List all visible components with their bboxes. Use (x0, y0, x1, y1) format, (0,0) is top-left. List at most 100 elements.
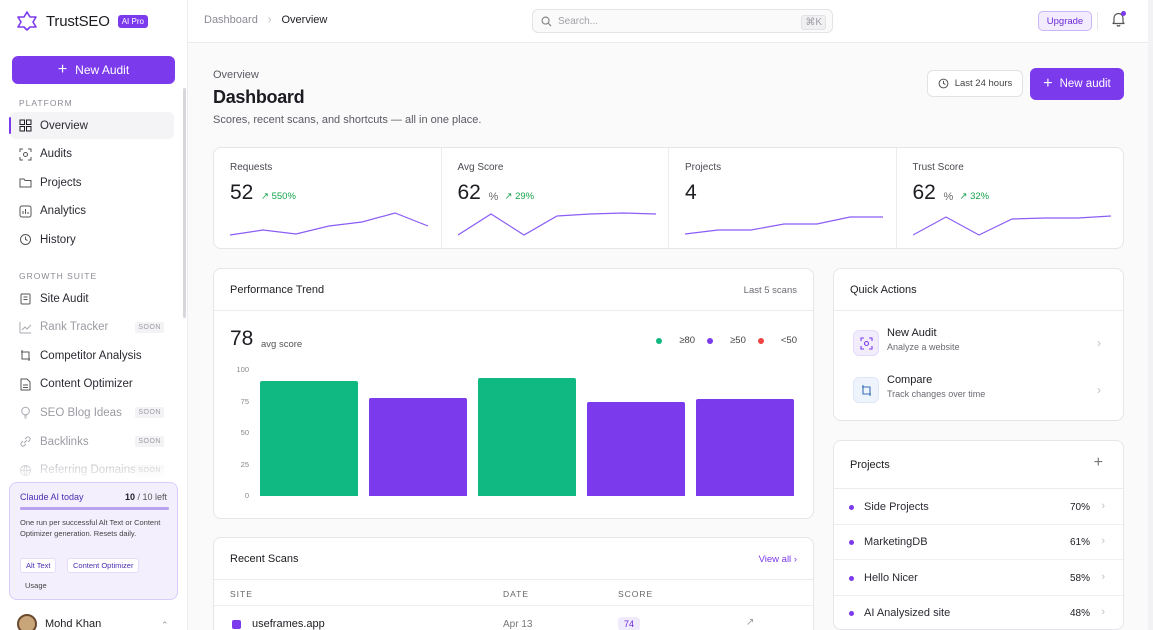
sparkline (685, 216, 883, 235)
y-tick-label: 0 (244, 491, 249, 500)
time-range-button[interactable]: Last 24 hours (927, 70, 1023, 97)
stat-value: 62 (457, 181, 481, 204)
chevron-up-down-icon: ⌃ (161, 620, 169, 630)
col-score[interactable]: SCORE (618, 589, 654, 599)
page-subtitle: Scores, recent scans, and shortcuts — al… (213, 114, 482, 126)
logo-icon (17, 11, 37, 31)
external-link-icon[interactable]: ↗ (746, 617, 755, 628)
stat-label: Projects (685, 162, 722, 173)
chart-bar[interactable] (586, 401, 685, 496)
stat-value: 52 (230, 181, 254, 204)
sparkline (230, 212, 428, 236)
legend-item: <50 (757, 335, 797, 346)
new-audit-main-button[interactable]: + New audit (1030, 68, 1124, 100)
quick-actions-title: Quick Actions (850, 284, 917, 296)
quick-action-new-audit[interactable]: New Audit Analyze a website › (834, 320, 1123, 366)
quick-action-sub: Analyze a website (887, 342, 960, 352)
chart-bar[interactable] (695, 398, 794, 496)
time-range-label: Last 24 hours (954, 78, 1013, 89)
project-row[interactable]: Side Projects 70% › (834, 490, 1123, 525)
sidebar-scrollbar[interactable] (183, 88, 186, 318)
row-site[interactable]: useframes.app (252, 618, 325, 630)
upgrade-button[interactable]: Upgrade (1038, 11, 1092, 31)
sidebar-item-site-audit[interactable]: Site Audit (10, 285, 174, 312)
sidebar-item-rank-tracker[interactable]: Rank Tracker SOON (10, 314, 174, 341)
chip-content-optimizer[interactable]: Content Optimizer (67, 558, 140, 573)
sidebar-item-label: Audits (40, 148, 72, 161)
sidebar-item-label: SEO Blog Ideas (40, 406, 122, 419)
stat-projects: Projects 4 (669, 148, 897, 248)
sidebar-fade (0, 452, 186, 482)
col-site[interactable]: SITE (230, 589, 253, 599)
claude-usage-title: Claude AI today (20, 492, 84, 502)
soon-badge: SOON (135, 407, 164, 419)
sidebar-item-history[interactable]: History (10, 226, 174, 253)
new-audit-button[interactable]: + New Audit (12, 56, 175, 84)
y-tick-label: 100 (236, 365, 249, 374)
card-header: Performance Trend Last 5 scans (214, 269, 813, 311)
site-favicon (232, 620, 241, 629)
chevron-right-icon: › (267, 14, 272, 26)
chart-bar[interactable] (478, 377, 576, 496)
chart-bar[interactable] (260, 381, 359, 496)
quick-action-compare[interactable]: Compare Track changes over time › (834, 367, 1123, 413)
project-row[interactable]: MarketingDB 61% › (834, 525, 1123, 561)
project-row[interactable]: AI Analysized site 48% › (834, 596, 1123, 630)
table-row[interactable]: useframes.app Apr 13 74 ↗ (214, 605, 813, 630)
trend-icon (19, 321, 32, 334)
chart-bar[interactable] (369, 397, 468, 496)
chevron-right-icon: › (1101, 500, 1105, 512)
sidebar-item-backlinks[interactable]: Backlinks SOON (10, 428, 174, 455)
sidebar-item-competitor-analysis[interactable]: Competitor Analysis (10, 342, 174, 369)
project-row[interactable]: Hello Nicer 58% › (834, 561, 1123, 596)
new-audit-main-label: New audit (1059, 78, 1111, 90)
search-shortcut: ⌘K (801, 15, 826, 30)
usage-link[interactable]: Usage (25, 581, 47, 590)
search-input[interactable]: Search... ⌘K (532, 9, 833, 33)
breadcrumb-dashboard[interactable]: Dashboard (204, 14, 258, 26)
add-project-button[interactable]: + (1093, 454, 1103, 471)
project-name: Hello Nicer (864, 571, 918, 584)
col-date[interactable]: DATE (503, 589, 530, 599)
bell-icon[interactable] (1111, 11, 1126, 27)
stat-avg-score: Avg Score 62 % ↗ 29% (442, 148, 669, 248)
sidebar-item-label: Site Audit (40, 292, 89, 305)
row-date: Apr 13 (503, 619, 533, 630)
avatar (17, 614, 37, 630)
user-menu[interactable]: Mohd Khan ⌃ (17, 614, 169, 630)
user-name: Mohd Khan (45, 618, 102, 630)
legend-dot (707, 337, 714, 344)
doc-icon (20, 378, 31, 391)
sidebar-item-label: Competitor Analysis (40, 349, 142, 362)
chip-alt-text[interactable]: Alt Text (20, 558, 57, 573)
stat-requests: Requests 52 ↗ 550% (214, 148, 442, 248)
sidebar-item-projects[interactable]: Projects (10, 169, 174, 196)
link-icon (20, 436, 31, 447)
claude-usage-card: Claude AI today 10 / 10 left One run per… (9, 482, 178, 600)
project-pct: 48% (1069, 607, 1090, 619)
sidebar-item-analytics[interactable]: Analytics (10, 198, 174, 225)
chevron-right-icon: › (1097, 383, 1101, 397)
page-title: Dashboard (213, 87, 305, 107)
soon-badge: SOON (135, 436, 164, 447)
growth-section-label: GROWTH SUITE (19, 271, 98, 281)
chevron-right-icon: › (793, 554, 797, 565)
sidebar-item-audits[interactable]: Audits (10, 141, 174, 168)
sidebar-item-overview[interactable]: Overview (9, 112, 174, 139)
main-content: Overview Dashboard Scores, recent scans,… (188, 43, 1148, 630)
page-kicker: Overview (213, 69, 259, 81)
new-audit-label: New Audit (75, 63, 130, 77)
brand-name: TrustSEO (46, 12, 110, 30)
sidebar-item-content-optimizer[interactable]: Content Optimizer (10, 371, 174, 398)
legend-dot (656, 337, 663, 344)
y-tick-label: 75 (240, 396, 249, 406)
sidebar-item-seo-blog-ideas[interactable]: SEO Blog Ideas SOON (10, 399, 174, 426)
chart-legend: ≥80 ≥50 <50 (644, 335, 797, 346)
grid-icon (19, 119, 32, 132)
brand[interactable]: TrustSEO AI Pro (16, 10, 148, 32)
claude-usage-fill (20, 507, 169, 510)
plus-icon: + (57, 61, 68, 78)
view-all-link[interactable]: View all › (758, 554, 797, 565)
clipboard-icon (20, 293, 31, 305)
page-scrollbar[interactable] (1148, 0, 1153, 630)
